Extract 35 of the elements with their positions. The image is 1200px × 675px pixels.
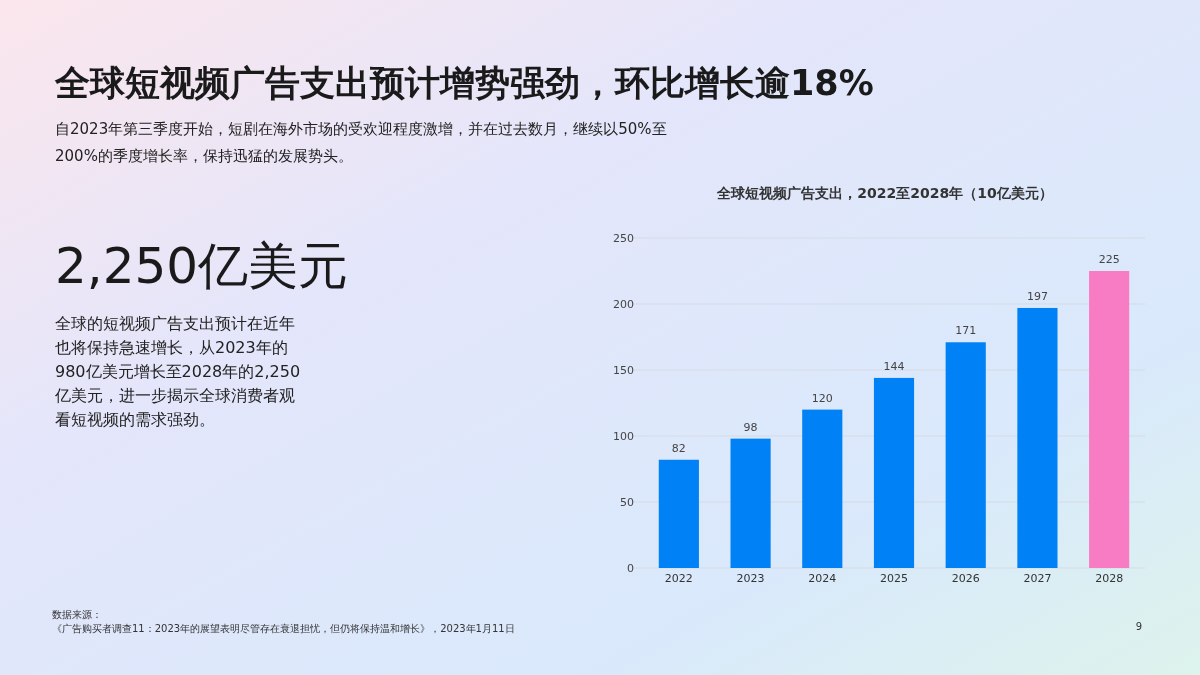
text: 全球的短视频广告支出预计在近年也将保持急速增长，从2023年的980亿美元增长至2028年的2,250亿美元，进一步揭示全球消费者观看短视频的需求强劲。	[55, 313, 302, 431]
data-label: 144	[883, 359, 905, 373]
text: 2,250亿美元	[55, 237, 349, 295]
y-tick-label: 100	[613, 429, 634, 443]
data-label: 225	[1098, 253, 1120, 266]
chart-title: 全球短视频广告支出预计增势强劲，环比增长逾18%	[54, 63, 874, 103]
bar	[1089, 271, 1130, 568]
bar	[730, 438, 771, 568]
text: 全球短视频广告支出，2022至2028年（10亿美元）	[716, 185, 1053, 201]
x-tick-label: 2026	[951, 572, 980, 585]
y-tick-label: 200	[613, 297, 634, 311]
bar	[945, 342, 986, 568]
y-tick-label: 0	[627, 561, 634, 575]
text: 9	[1135, 621, 1142, 632]
x-tick-label: 2027	[1023, 572, 1052, 585]
data-label: 98	[743, 420, 758, 434]
y-tick-label: 150	[613, 363, 634, 377]
data-label: 197	[1026, 289, 1048, 303]
bar	[1017, 307, 1058, 568]
x-tick-label: 2028	[1095, 572, 1124, 585]
source-note: 数据来源：	[52, 609, 102, 620]
data-label: 120	[811, 391, 833, 405]
x-tick-label: 2023	[736, 572, 765, 585]
bar	[802, 409, 843, 568]
bar	[873, 377, 915, 568]
data-label: 82	[671, 441, 686, 455]
x-tick-label: 2025	[880, 572, 908, 585]
x-tick-label: 2024	[808, 572, 837, 585]
data-label: 171	[955, 324, 977, 338]
text: 《广告购买者调查11：2023年的展望表明尽管存在衰退担忧，但仍将保持温和增长》，2023年1月11日	[52, 623, 515, 634]
y-tick-label: 250	[613, 231, 634, 245]
y-tick-label: 50	[620, 495, 634, 509]
text: 自2023年第三季度开始，短剧在海外市场的受欢迎程度激增，并在过去数月，继续以50%至200%的季度增长率，保持迅猛的发展势头。	[55, 119, 668, 167]
x-tick-label: 2022	[664, 572, 693, 585]
bar	[658, 459, 699, 568]
